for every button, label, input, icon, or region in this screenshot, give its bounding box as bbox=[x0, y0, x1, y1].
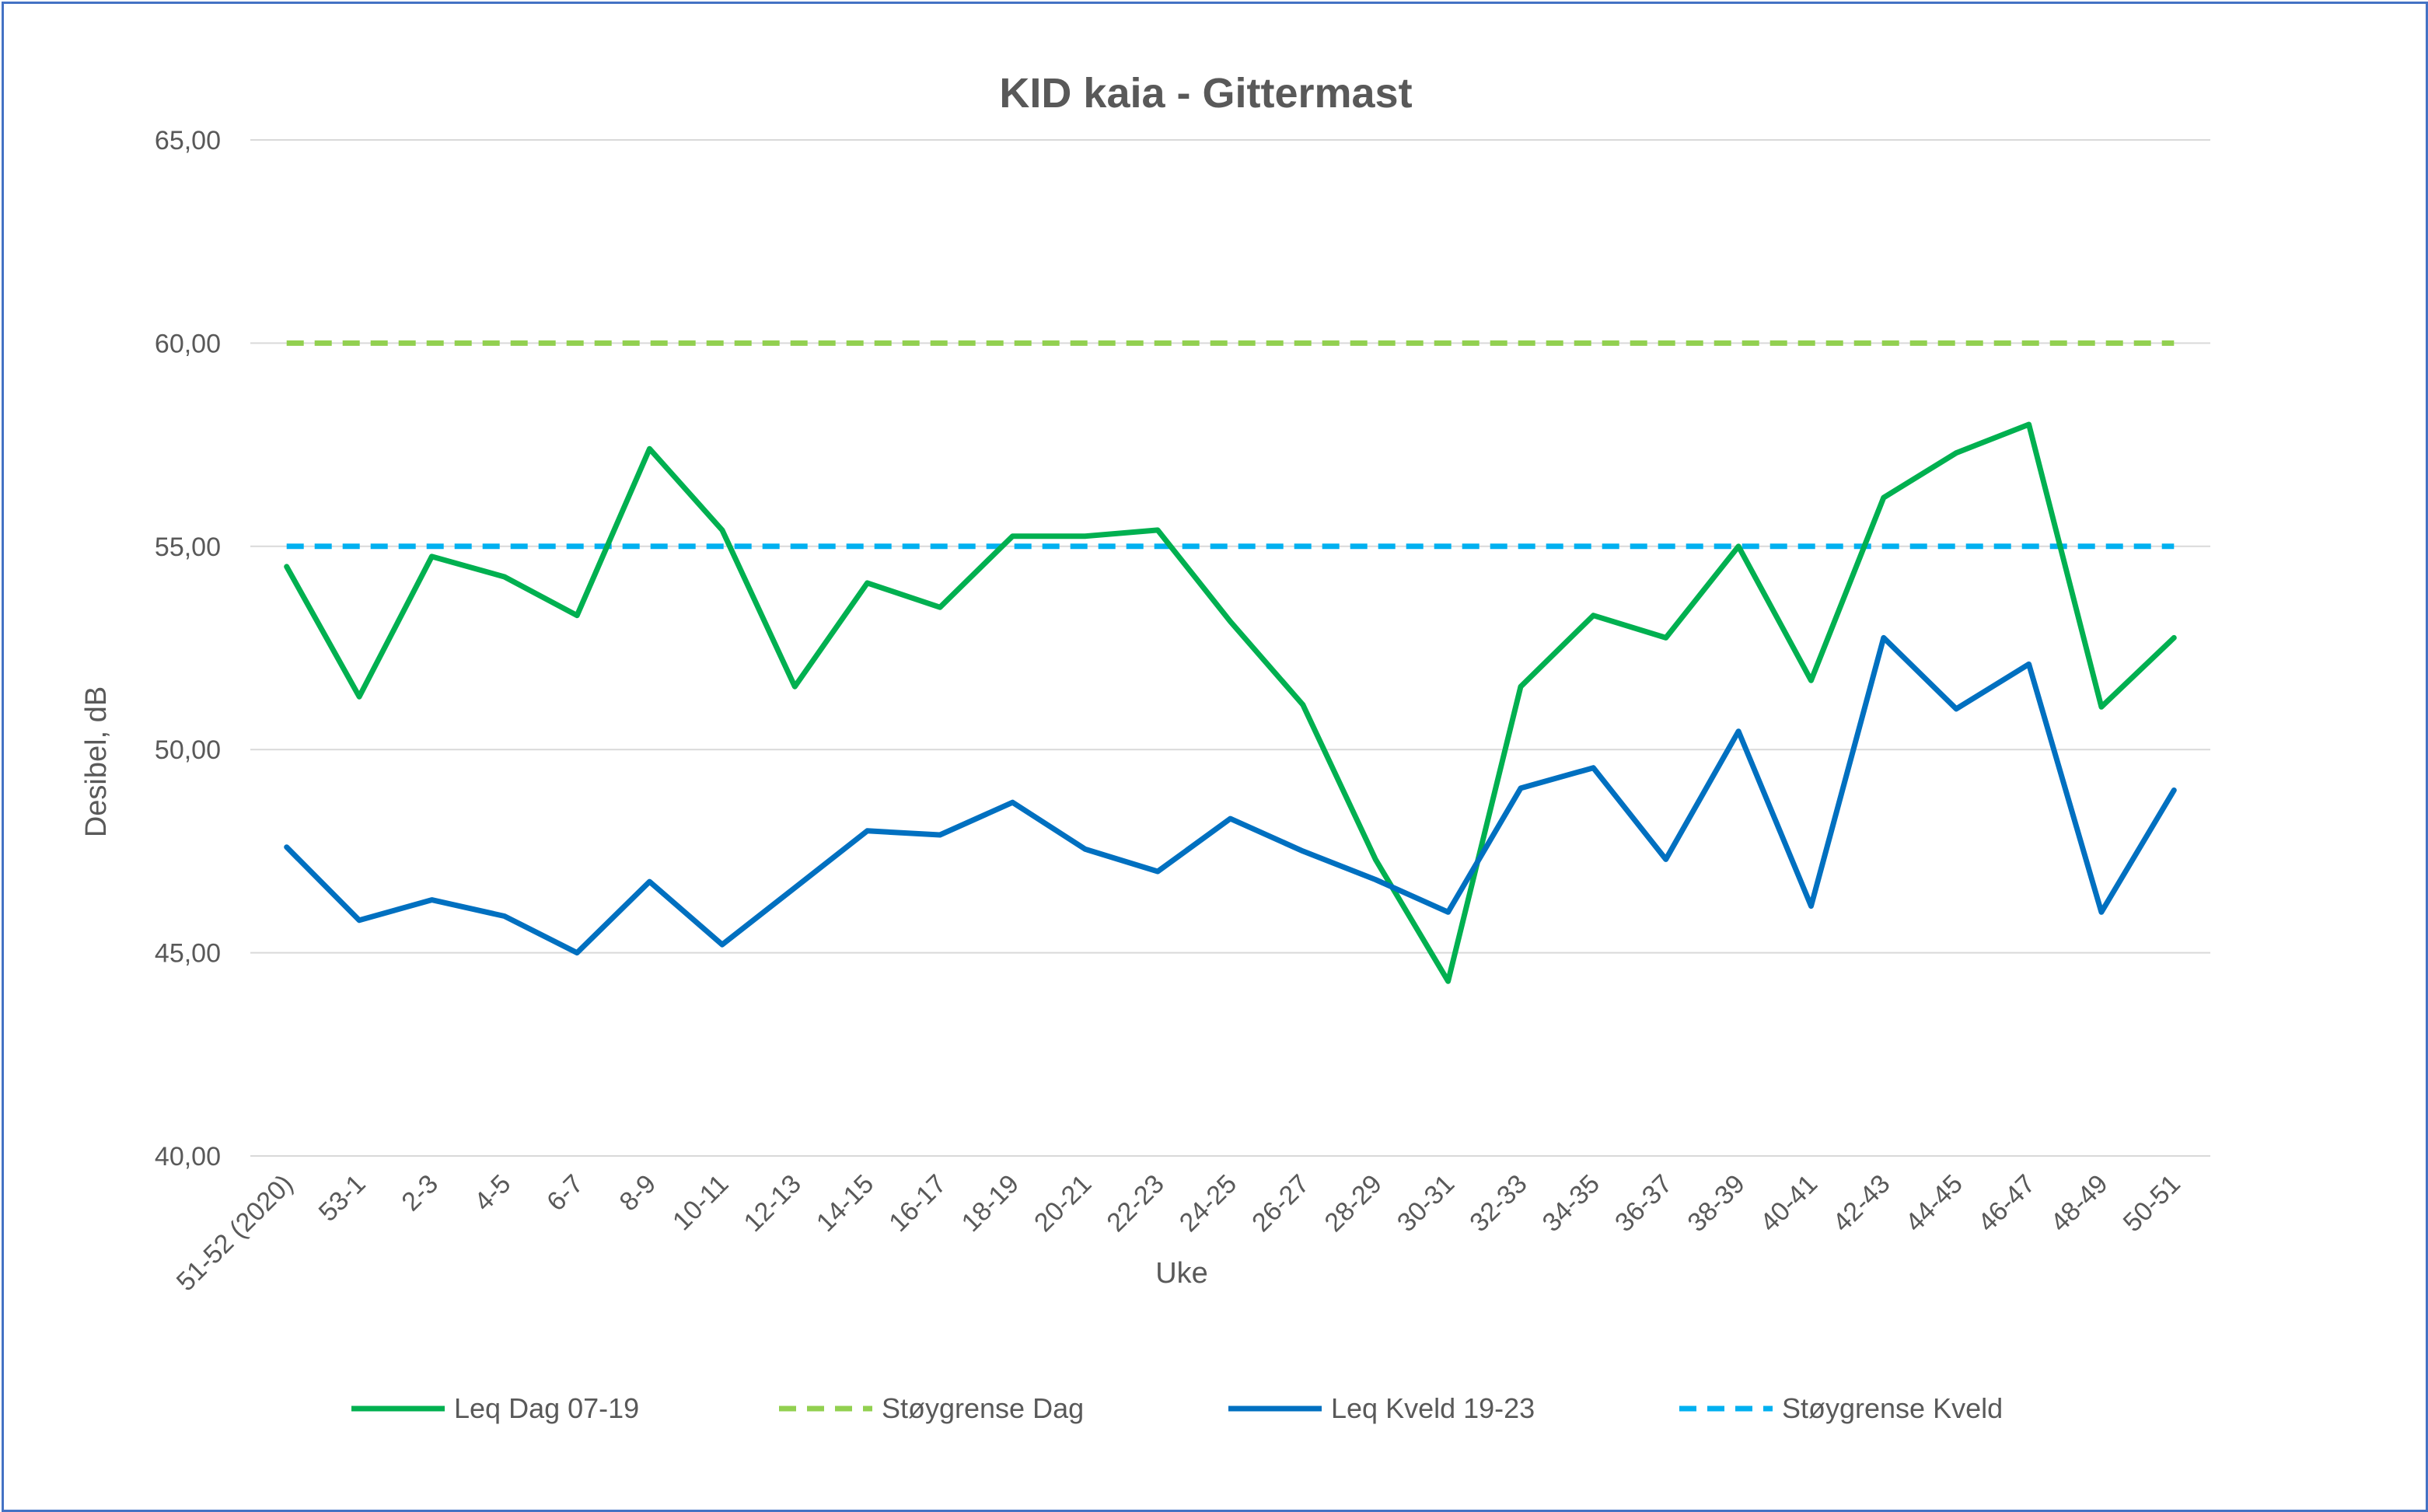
y-axis-title: Desibel, dB bbox=[80, 686, 113, 837]
x-tick-label: 30-31 bbox=[1392, 1169, 1460, 1238]
y-axis-ticks: 40,00 45,00 50,00 55,00 60,00 65,00 bbox=[155, 126, 221, 1172]
x-tick-label: 53-1 bbox=[313, 1169, 372, 1227]
x-tick-label: 51-52 (2020) bbox=[171, 1169, 299, 1297]
legend-label: Leq Kveld 19-23 bbox=[1331, 1392, 1535, 1424]
x-tick-label: 46-47 bbox=[1972, 1169, 2041, 1238]
x-tick-label: 32-33 bbox=[1464, 1169, 1532, 1238]
x-tick-label: 34-35 bbox=[1537, 1169, 1605, 1238]
x-tick-label: 38-39 bbox=[1682, 1169, 1750, 1238]
gridlines bbox=[250, 139, 2210, 1157]
x-tick-label: 40-41 bbox=[1755, 1169, 1823, 1238]
x-tick-label: 36-37 bbox=[1609, 1169, 1678, 1238]
x-tick-label: 12-13 bbox=[739, 1169, 807, 1238]
x-tick-label: 42-43 bbox=[1827, 1169, 1895, 1238]
y-tick-label: 65,00 bbox=[155, 126, 221, 155]
series-line-2 bbox=[284, 634, 2177, 956]
x-axis-title: Uke bbox=[1155, 1257, 1208, 1290]
x-tick-label: 22-23 bbox=[1101, 1169, 1169, 1238]
x-tick-label: 10-11 bbox=[667, 1169, 735, 1237]
x-tick-label: 16-17 bbox=[883, 1169, 952, 1238]
y-tick-label: 60,00 bbox=[155, 329, 221, 358]
x-tick-label: 48-49 bbox=[2045, 1169, 2113, 1238]
series-lines bbox=[284, 340, 2177, 984]
chart-title: KID kaia - Gittermast bbox=[999, 70, 1412, 117]
series-line-0 bbox=[284, 421, 2177, 984]
x-tick-label: 2-3 bbox=[396, 1169, 444, 1217]
y-tick-label: 50,00 bbox=[155, 735, 221, 765]
x-tick-label: 28-29 bbox=[1319, 1169, 1388, 1238]
x-tick-label: 44-45 bbox=[1899, 1169, 1968, 1238]
x-tick-label: 4-5 bbox=[469, 1169, 517, 1217]
x-tick-label: 14-15 bbox=[811, 1169, 879, 1238]
x-tick-label: 6-7 bbox=[541, 1169, 589, 1217]
x-tick-label: 50-51 bbox=[2118, 1169, 2186, 1238]
legend: Leq Dag 07-19 Støygrense Dag Leq Kveld 19-… bbox=[351, 1392, 2003, 1424]
x-tick-label: 24-25 bbox=[1174, 1169, 1242, 1238]
legend-label: Støygrense Kveld bbox=[1782, 1392, 2003, 1424]
y-tick-label: 45,00 bbox=[155, 939, 221, 969]
y-tick-label: 40,00 bbox=[155, 1142, 221, 1172]
y-tick-label: 55,00 bbox=[155, 533, 221, 562]
x-tick-label: 26-27 bbox=[1246, 1169, 1315, 1238]
legend-label: Støygrense Dag bbox=[882, 1392, 1084, 1424]
x-tick-label: 8-9 bbox=[614, 1169, 662, 1217]
x-tick-label: 20-21 bbox=[1029, 1169, 1097, 1238]
x-tick-label: 18-19 bbox=[956, 1169, 1025, 1238]
legend-label: Leq Dag 07-19 bbox=[454, 1392, 639, 1424]
